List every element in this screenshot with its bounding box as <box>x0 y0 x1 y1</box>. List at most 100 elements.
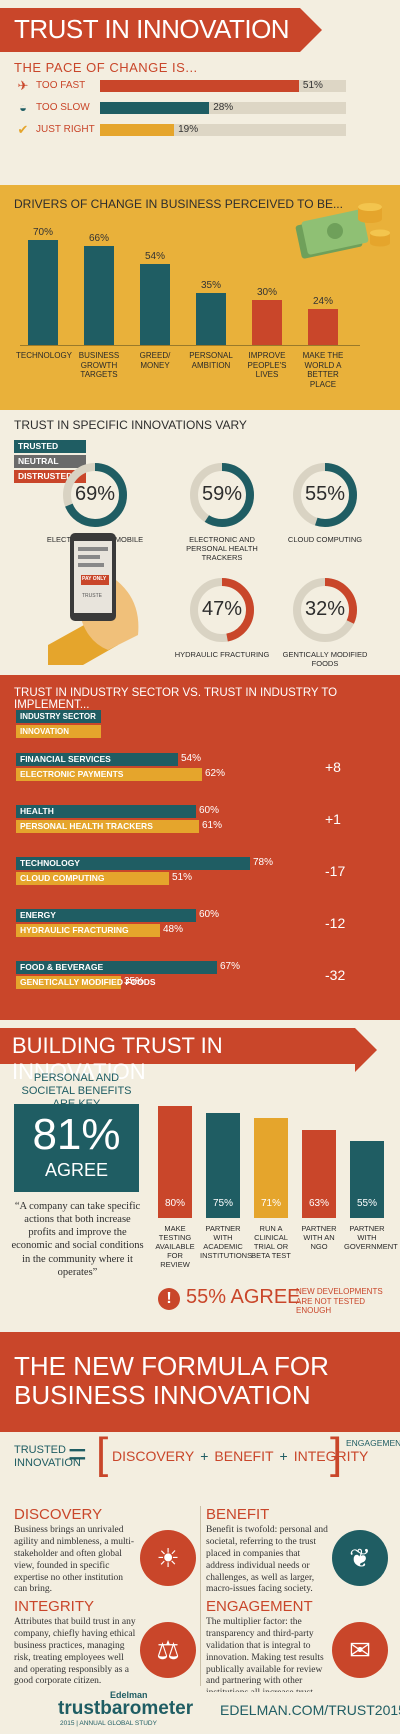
rocket-icon: ✈ <box>17 78 29 93</box>
pace-value: 19% <box>178 124 199 135</box>
specific-section: TRUST IN SPECIFIC INNOVATIONS VARY TRUST… <box>0 410 400 675</box>
formula-title: THE NEW FORMULA FOR BUSINESS INNOVATION <box>14 1351 329 1410</box>
pillar-title: INTEGRITY <box>14 1598 95 1615</box>
innovation-bar: CLOUD COMPUTING <box>16 872 169 885</box>
building-category: MAKE TESTING AVAILABLE FOR REVIEW <box>155 1224 195 1269</box>
sector-value: 60% <box>199 805 220 816</box>
formula-lhs: TRUSTED INNOVATION <box>14 1444 81 1470</box>
drivers-category: GREED/ MONEY <box>139 351 171 370</box>
donut-arc <box>190 463 254 527</box>
phone-hand-icon <box>48 533 139 665</box>
money-icon <box>295 203 390 259</box>
donut-label: ELECTRONIC AND PERSONAL HEALTH TRACKERS <box>186 535 258 562</box>
drivers-bar <box>140 264 170 345</box>
drivers-bar <box>308 309 338 345</box>
donut-arc <box>190 578 254 642</box>
donut-arc <box>293 578 357 642</box>
sector-value: 67% <box>220 961 241 972</box>
check-icon: ✔ <box>17 122 29 137</box>
donut-1 <box>190 463 254 527</box>
drivers-bar <box>28 240 58 345</box>
pace-label: JUST RIGHT <box>36 124 95 135</box>
pace-bar <box>100 80 299 92</box>
agree-quote: “A company can take specific actions tha… <box>11 1201 144 1278</box>
pace-label: TOO FAST <box>36 80 86 91</box>
pillar-text: Benefit is twofold: personal and societa… <box>206 1525 328 1595</box>
innovation-bar: GENETICALLY MODIFIED FOODS <box>16 976 156 989</box>
donut-arc <box>63 463 127 527</box>
footer-url[interactable]: EDELMAN.COM/TRUST2015 <box>220 1702 400 1718</box>
donut-0 <box>63 463 127 527</box>
sector-bar: TECHNOLOGY <box>16 857 250 870</box>
legend-swatch: TRUSTED <box>14 440 86 453</box>
pace-bar <box>100 124 175 136</box>
pace-heading: THE PACE OF CHANGE IS... <box>14 60 198 75</box>
donut-value: 47% <box>201 598 243 620</box>
pillar-discovery: DISCOVERY Business brings an unrivaled ag… <box>14 1506 200 1596</box>
donut-value: 55% <box>304 483 346 505</box>
building-category: PARTNER WITH GOVERNMENT <box>344 1224 398 1251</box>
building-bar <box>254 1118 288 1218</box>
speech-bubbles-icon: ✉ <box>332 1622 388 1678</box>
specific-heading: TRUST IN SPECIFIC INNOVATIONS VARY <box>14 418 247 432</box>
donut-4 <box>293 578 357 642</box>
pillar-title: ENGAGEMENT <box>206 1598 313 1615</box>
innovation-value: 62% <box>205 768 226 779</box>
formula-term-benefit: BENEFIT <box>214 1448 274 1464</box>
building-value: 55% <box>356 1198 377 1209</box>
building-bar <box>302 1129 336 1218</box>
formula-term-discovery: DISCOVERY <box>112 1448 195 1464</box>
pace-label: TOO SLOW <box>36 102 90 113</box>
pillar-title: BENEFIT <box>206 1506 270 1523</box>
drivers-value: 66% <box>88 233 109 244</box>
pillar-integrity: INTEGRITY Attributes that build trust in … <box>14 1598 200 1688</box>
pillar-divider <box>200 1506 201 1686</box>
phone-pay-tag: PAY ONLY <box>82 576 107 582</box>
innovation-bar: PERSONAL HEALTH TRACKERS <box>16 820 199 833</box>
drivers-value: 24% <box>312 296 333 307</box>
donut-label: CLOUD COMPUTING <box>287 535 363 544</box>
building-category: PARTNER WITH ACADEMIC INSTITUTIONS <box>200 1224 253 1260</box>
building-ribbon: BUILDING TRUST IN INNOVATION <box>0 1028 377 1084</box>
agree-label: AGREE <box>44 1160 109 1180</box>
innovation-value: 48% <box>163 924 184 935</box>
drivers-bar <box>196 292 226 345</box>
drivers-category: IMPROVE PEOPLE'S LIVES <box>247 351 287 380</box>
agree-percent: 81% <box>32 1110 121 1159</box>
formula-exponent: ENGAGEMENT <box>346 1438 400 1448</box>
donut-arc <box>293 463 357 527</box>
drivers-value: 35% <box>200 279 221 291</box>
pillar-benefit: BENEFIT Benefit is twofold: personal and … <box>206 1506 392 1596</box>
building-bar <box>158 1105 192 1218</box>
building-section: BUILDING TRUST IN INNOVATION PERSONAL AN… <box>0 1020 400 1332</box>
formula-term-integrity: INTEGRITY <box>293 1448 369 1464</box>
formula-plus: + <box>279 1448 288 1464</box>
drivers-bar <box>252 300 282 345</box>
pillar-text: Attributes that build trust in any compa… <box>14 1617 136 1687</box>
pillar-text: Business brings an unrivaled agility and… <box>14 1525 135 1595</box>
donut-3 <box>190 578 254 642</box>
turtle-icon: ◒ <box>19 100 27 115</box>
sector-diff: +1 <box>325 811 341 827</box>
drivers-bar <box>84 246 114 345</box>
leaf-hands-icon: ❦ <box>332 1530 388 1586</box>
building-value: 80% <box>164 1198 185 1209</box>
alert-icon: ! <box>158 1288 180 1310</box>
donut-label: HYDRAULIC FRACTURING <box>174 650 270 659</box>
building-chart: 80% MAKE TESTING AVAILABLE FOR REVIEW 75% P… <box>150 1078 398 1273</box>
sector-section: TRUST IN INDUSTRY SECTOR VS. TRUST IN IN… <box>0 675 400 1020</box>
sector-value: 54% <box>181 753 202 764</box>
formula-bracket-close: ] <box>330 1429 343 1478</box>
drivers-value: 30% <box>256 287 277 298</box>
pillar-title: DISCOVERY <box>14 1506 103 1523</box>
sector-legend-item: INDUSTRY SECTOR <box>16 710 101 723</box>
innovation-value: 61% <box>202 820 223 831</box>
drivers-chart: 70% TECHNOLOGY 66% BUSINESS GROWTH TARGETS 5… <box>16 215 360 400</box>
agree-box: 81% AGREE <box>14 1104 139 1192</box>
pace-value: 51% <box>302 80 323 91</box>
innovation-bar: ELECTRONIC PAYMENTS <box>16 768 202 781</box>
brand-top: Edelman <box>110 1690 148 1700</box>
brand-sub: 2015 | ANNUAL GLOBAL STUDY <box>60 1720 157 1727</box>
building-value: 75% <box>212 1198 233 1209</box>
building-category: PARTNER WITH AN NGO <box>301 1224 337 1251</box>
